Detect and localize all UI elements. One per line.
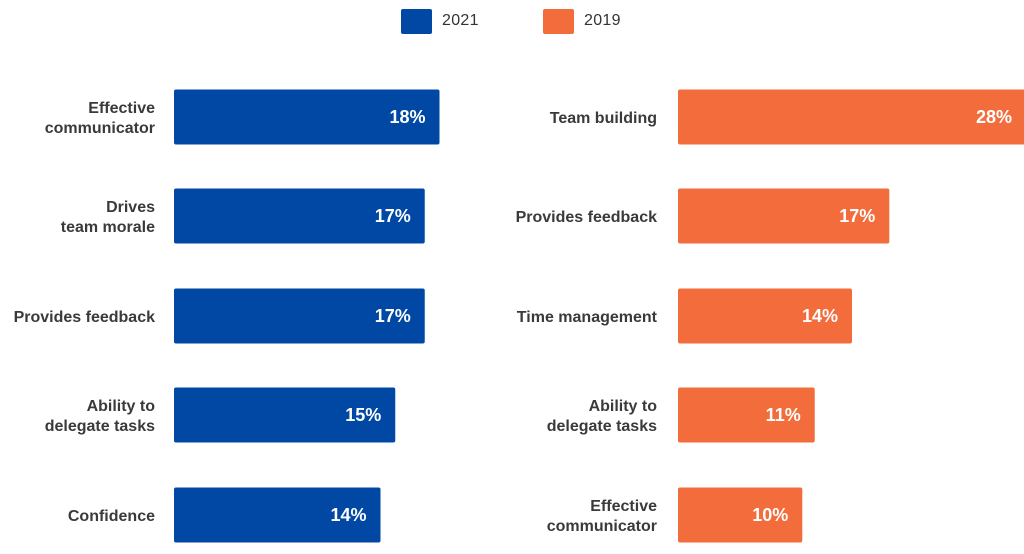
bar-2019-2 — [678, 288, 853, 344]
value-label-2021-2: 17% — [375, 306, 411, 326]
legend-item-2019: 2019 — [543, 7, 621, 35]
category-label-2021-2: Provides feedback — [14, 309, 156, 326]
bar-2019-4 — [678, 487, 803, 543]
category-label-2019-1: Provides feedback — [516, 209, 658, 226]
bar-2019-0 — [678, 89, 1024, 145]
value-label-2019-0: 28% — [976, 107, 1012, 127]
category-label-2019-3: Ability to delegate tasks — [547, 398, 658, 435]
legend-label-2019: 2019 — [584, 12, 621, 29]
legend-swatch-2021 — [401, 8, 432, 34]
bar-2021-0 — [174, 89, 440, 145]
chart-2019: 28% Team building 17% Provides feedback 14% T… — [516, 89, 1024, 543]
category-label-2021-0: Effective communicator — [45, 100, 155, 137]
legend-swatch-2019 — [543, 8, 574, 34]
bar-2021-2 — [174, 288, 425, 344]
legend-label-2021: 2021 — [442, 12, 479, 29]
value-label-2019-4: 10% — [752, 505, 788, 525]
category-label-2021-4: Confidence — [68, 508, 155, 525]
value-label-2021-0: 18% — [389, 107, 425, 127]
bar-2021-3 — [174, 387, 396, 443]
chart-2021: 18% Effective communicator 17% Drives team mo… — [14, 89, 440, 543]
category-label-2019-4: Effective communicator — [547, 498, 657, 535]
bar-2021-4 — [174, 487, 381, 543]
value-label-2019-1: 17% — [839, 206, 875, 226]
bar-2019-1 — [678, 188, 890, 244]
value-label-2021-1: 17% — [375, 206, 411, 226]
value-label-2021-4: 14% — [330, 505, 366, 525]
legend-item-2021: 2021 — [401, 7, 479, 35]
category-label-2021-3: Ability to delegate tasks — [45, 398, 156, 435]
value-label-2019-2: 14% — [802, 306, 838, 326]
category-label-2019-0: Team building — [550, 110, 657, 127]
category-label-2021-1: Drives team morale — [61, 199, 155, 236]
legend: 2021 2019 — [0, 7, 1024, 35]
category-label-2019-2: Time management — [517, 309, 658, 326]
bar-2019-3 — [678, 387, 815, 443]
value-label-2019-3: 11% — [766, 405, 801, 425]
bar-2021-1 — [174, 188, 425, 244]
value-label-2021-3: 15% — [345, 405, 381, 425]
